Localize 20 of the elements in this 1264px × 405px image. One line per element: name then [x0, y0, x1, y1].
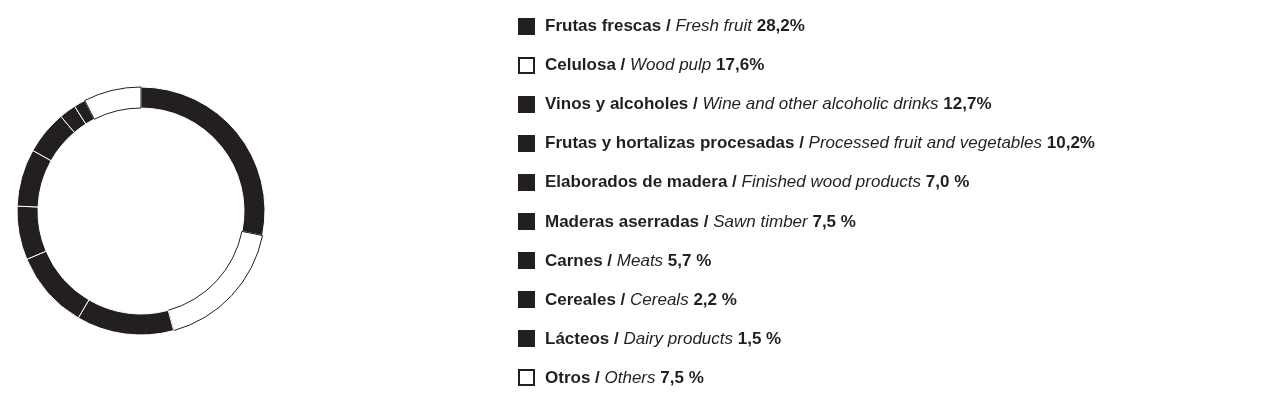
data-label: 7,5 %	[811, 211, 856, 232]
legend-label: Frutas frescas / Fresh fruit	[545, 16, 752, 36]
legend-label: Frutas y hortalizas procesadas / Processed fruit and vegetables	[545, 133, 1043, 154]
legend-label: Otros / Others	[545, 367, 656, 388]
data-label: 10,2%	[1045, 133, 1095, 154]
data-label: 17,6%	[715, 55, 765, 76]
legend-label: Elaborados de madera / Finished wood products	[545, 172, 922, 193]
legend-label: Lácteos / Dairy products	[545, 328, 734, 349]
legend-label: Celulosa / Wood pulp	[545, 55, 712, 76]
data-label: 7,0 %	[924, 172, 970, 193]
data-label: 28,2%	[755, 16, 805, 36]
legend-label: Carnes / Meats	[545, 250, 664, 271]
data-label: 12,7%	[942, 94, 992, 115]
legend-label: Cereales / Cereals	[545, 289, 689, 310]
data-label: 5,7 %	[666, 250, 712, 271]
data-label: 2,2 %	[692, 289, 737, 310]
legend-label: Maderas aserradas / Sawn timber	[545, 211, 808, 232]
legend-label: Vinos y alcoholes / Wine and other alcoholic drinks	[545, 94, 939, 115]
data-label: 1,5 %	[736, 328, 782, 349]
data-label: 7,5 %	[659, 367, 704, 388]
